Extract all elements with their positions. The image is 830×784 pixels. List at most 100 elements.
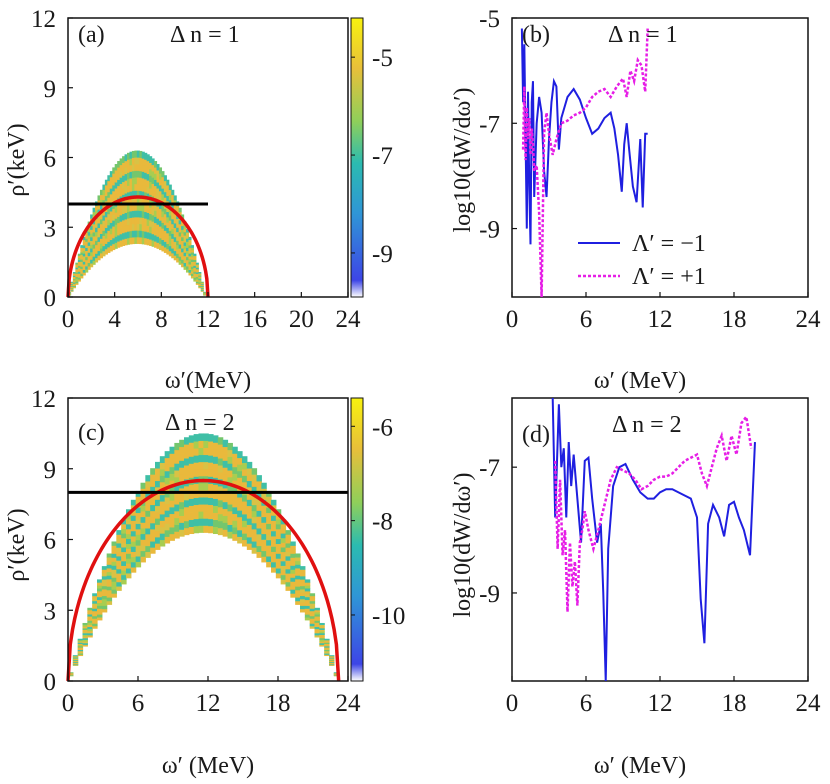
c-band-cell <box>213 470 219 478</box>
a-band-cell <box>188 269 192 273</box>
a-band-cell <box>90 236 94 242</box>
c-band-cell <box>188 505 195 513</box>
c-band-cell <box>140 494 146 501</box>
c-band-cell <box>246 480 253 488</box>
a-band-cell <box>92 240 96 245</box>
c-band-cell <box>256 545 262 553</box>
a-band-cell <box>102 184 106 191</box>
c-band-cell <box>159 520 166 528</box>
a-band-cell <box>134 163 138 171</box>
c-band-cell <box>193 497 200 506</box>
c-band-cell <box>217 444 224 452</box>
c-band-cell <box>140 556 146 563</box>
a-band-cell <box>124 225 128 233</box>
a-band-cell <box>124 238 128 246</box>
c-band-cell <box>300 602 306 606</box>
a-band-cell <box>124 167 128 175</box>
c-band-cell <box>77 648 84 651</box>
a-band-cell <box>80 275 84 279</box>
c-band-cell <box>266 523 272 530</box>
a-band-cell <box>183 262 187 267</box>
c-band-cell <box>72 660 79 662</box>
a-band-cell <box>75 276 79 279</box>
c-band-cell <box>126 519 132 525</box>
c-band-cell <box>106 560 113 565</box>
c-band-cell <box>246 543 253 550</box>
c-band-cell <box>227 497 233 505</box>
c-band-cell <box>193 525 200 534</box>
c-band-cell <box>242 481 248 489</box>
a-band-cell <box>124 180 128 188</box>
c-band-cell <box>309 623 316 627</box>
a-band-cell <box>190 270 194 274</box>
a-band-cell <box>92 236 96 241</box>
a-band-cell <box>190 266 194 270</box>
a-band-cell <box>154 241 158 248</box>
c-band-cell <box>155 480 161 488</box>
a-band-cell <box>188 255 192 260</box>
c-band-cell <box>203 447 209 456</box>
a-band-cell <box>104 216 108 223</box>
a-band-cell <box>166 190 170 197</box>
c-band-cell <box>97 582 103 586</box>
c-band-cell <box>169 493 175 501</box>
c-band-cell <box>237 457 243 465</box>
c-band-cell <box>164 457 171 465</box>
a-band-cell <box>90 233 94 238</box>
a-band-cell <box>114 230 118 237</box>
a-band-cell <box>95 227 99 233</box>
a-band-cell <box>200 281 204 283</box>
c-band-cell <box>126 553 132 559</box>
c-band-cell <box>232 520 238 528</box>
c-band-cell <box>285 538 291 544</box>
c-band-cell <box>290 577 296 582</box>
a-band-cell <box>129 178 133 186</box>
a-band-cell <box>186 229 190 233</box>
a-band-cell <box>117 241 121 248</box>
c-band-cell <box>121 560 127 566</box>
a-band-cell <box>181 263 185 268</box>
c-band-cell <box>77 643 84 646</box>
c-band-cell <box>106 582 113 587</box>
a-band-cell <box>171 248 175 254</box>
a-band-cell <box>97 236 101 242</box>
c-band-cell <box>193 462 200 470</box>
c-band-cell <box>304 590 311 595</box>
a-band-cell <box>190 261 194 265</box>
c-band-cell <box>266 507 272 514</box>
c-band-cell <box>72 661 79 663</box>
c-band-cell <box>256 481 262 488</box>
a-band-cell <box>188 242 192 246</box>
a-cbtick-label: -9 <box>372 241 393 268</box>
c-band-cell <box>295 575 301 580</box>
b-series-minus <box>520 28 648 245</box>
a-band-cell <box>136 210 140 218</box>
c-band-cell <box>174 504 180 512</box>
c-band-cell <box>116 534 122 540</box>
a-band-cell <box>102 210 106 216</box>
c-band-cell <box>280 537 287 543</box>
c-band-cell <box>314 620 320 623</box>
d-y-label: log10(dW/dω′) <box>450 472 476 617</box>
a-band-cell <box>178 232 182 237</box>
a-band-cell <box>131 157 135 165</box>
c-band-cell <box>237 523 243 531</box>
a-band-cell <box>85 253 89 258</box>
a-band-cell <box>90 263 94 268</box>
c-band-cell <box>126 568 132 574</box>
c-band-cell <box>242 501 248 508</box>
a-band-cell <box>80 256 84 260</box>
a-band-cell <box>154 228 158 236</box>
a-band-cell <box>149 226 153 234</box>
a-band-cell <box>82 269 86 273</box>
d-xtick-label: 18 <box>722 690 747 717</box>
c-band-cell <box>295 593 301 598</box>
c-band-cell <box>314 616 320 619</box>
c-band-cell <box>184 513 190 522</box>
a-band-cell <box>75 265 79 268</box>
c-band-cell <box>87 622 93 625</box>
a-band-cell <box>107 191 111 198</box>
c-x-ticks: 0 6 12 18 24 <box>62 676 361 717</box>
a-band-cell <box>85 259 89 264</box>
a-band-cell <box>131 177 135 185</box>
